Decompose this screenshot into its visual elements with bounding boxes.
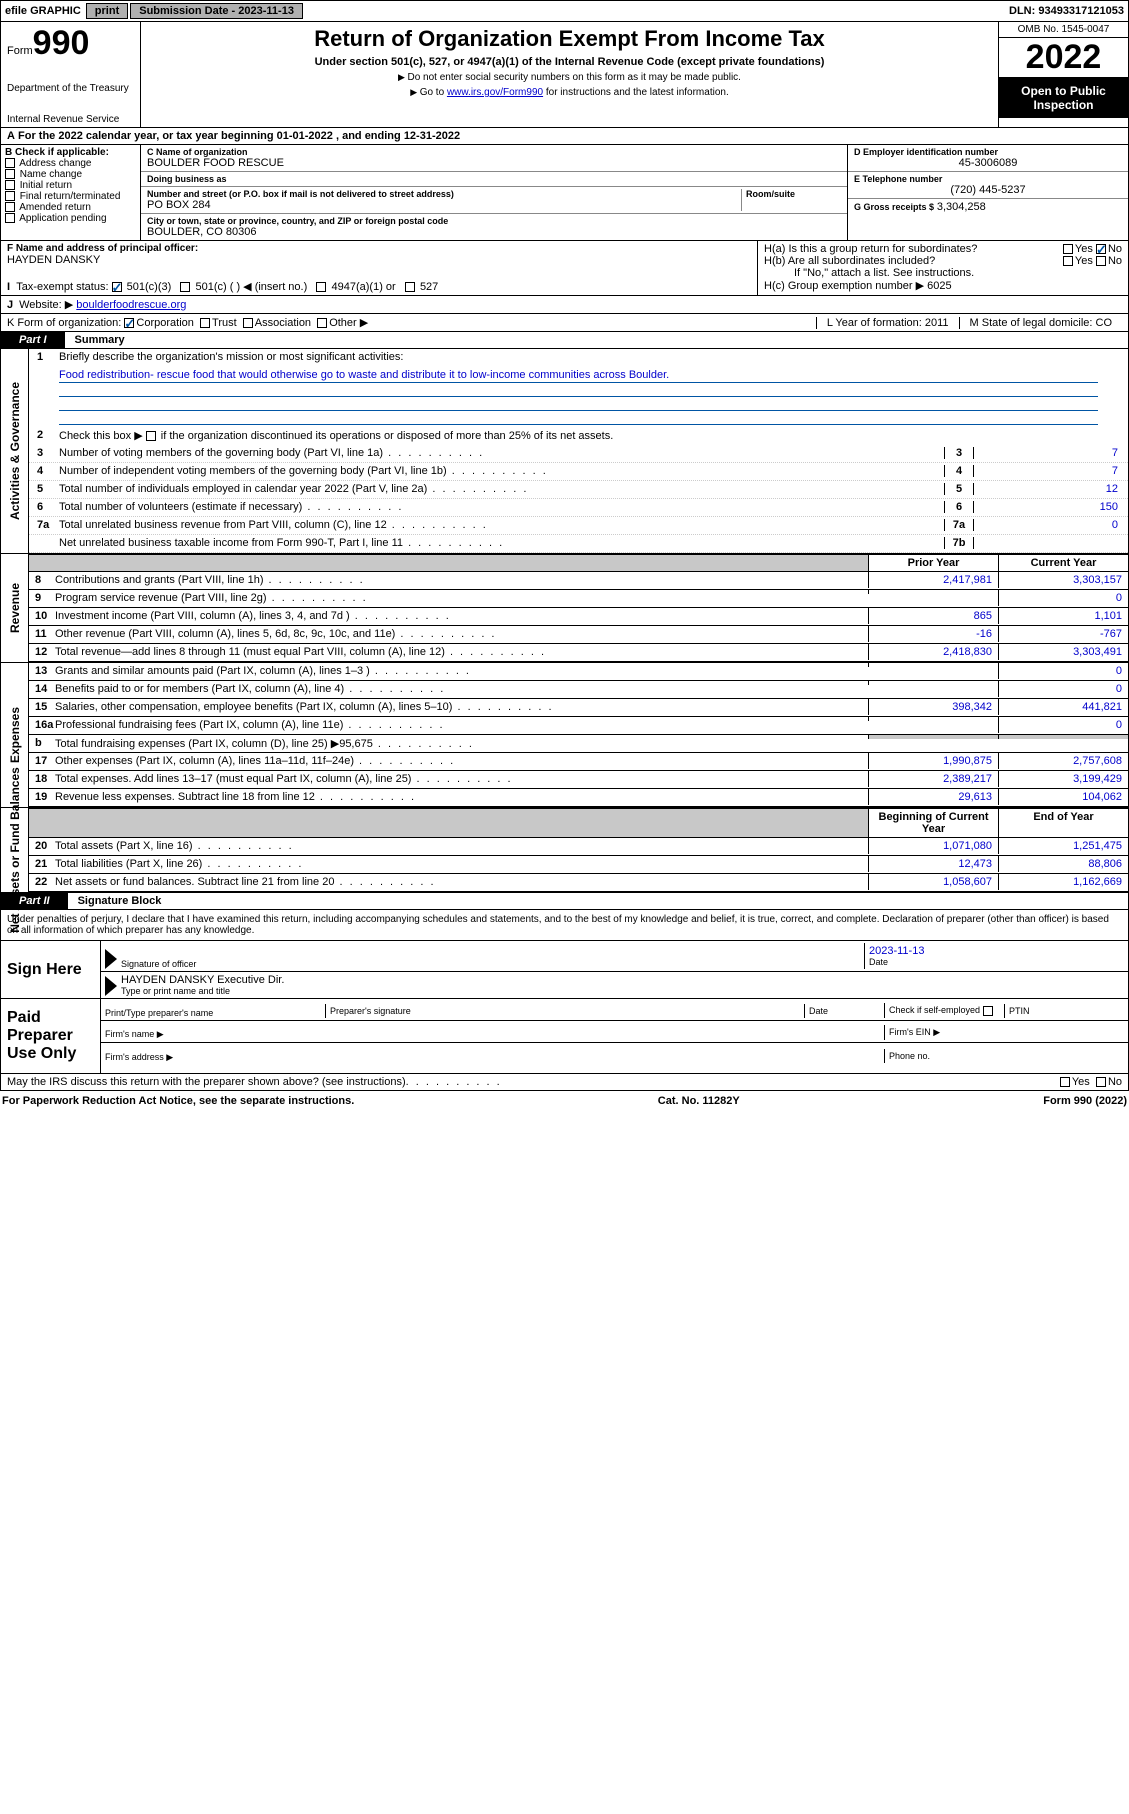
form-title: Return of Organization Exempt From Incom… xyxy=(151,26,988,52)
line-9: 9Program service revenue (Part VIII, lin… xyxy=(29,590,1128,608)
line-8: 8Contributions and grants (Part VIII, li… xyxy=(29,572,1128,590)
form-header: Form990 Department of the Treasury Inter… xyxy=(0,22,1129,128)
check-4947[interactable] xyxy=(316,282,326,292)
sig-declaration: Under penalties of perjury, I declare th… xyxy=(0,910,1129,941)
check-501c[interactable] xyxy=(180,282,190,292)
section-netassets: Net Assets or Fund Balances Beginning of… xyxy=(0,808,1129,893)
line-20: 20Total assets (Part X, line 16)1,071,08… xyxy=(29,838,1128,856)
dept-label: Department of the Treasury xyxy=(7,83,134,94)
check-assoc[interactable] xyxy=(243,318,253,328)
check-final-return-terminated: Final return/terminated xyxy=(5,191,136,202)
instruction-ssn: Do not enter social security numbers on … xyxy=(151,72,988,83)
part1-header: Part I Summary xyxy=(0,332,1129,349)
omb-number: OMB No. 1545-0047 xyxy=(999,22,1128,38)
form-subtitle: Under section 501(c), 527, or 4947(a)(1)… xyxy=(151,56,988,68)
may-discuss-row: May the IRS discuss this return with the… xyxy=(0,1074,1129,1091)
line-b: bTotal fundraising expenses (Part IX, co… xyxy=(29,735,1128,753)
group-exemption: 6025 xyxy=(927,280,951,292)
line-12: 12Total revenue—add lines 8 through 11 (… xyxy=(29,644,1128,662)
instruction-link: Go to www.irs.gov/Form990 for instructio… xyxy=(151,87,988,98)
row-a: A For the 2022 calendar year, or tax yea… xyxy=(0,128,1129,145)
street: PO BOX 284 xyxy=(147,199,741,211)
gov-line-5: 5Total number of individuals employed in… xyxy=(29,481,1128,499)
page-footer: For Paperwork Reduction Act Notice, see … xyxy=(0,1091,1129,1111)
org-name: BOULDER FOOD RESCUE xyxy=(147,157,841,169)
irs-label: Internal Revenue Service xyxy=(7,114,134,125)
gov-line-7b: Net unrelated business taxable income fr… xyxy=(29,535,1128,553)
ein: 45-3006089 xyxy=(854,157,1122,169)
section-revenue: Revenue Prior Year Current Year 8Contrib… xyxy=(0,554,1129,663)
efile-label: efile GRAPHIC xyxy=(1,5,85,17)
website-link[interactable]: boulderfoodrescue.org xyxy=(76,299,186,311)
gov-line-3: 3Number of voting members of the governi… xyxy=(29,445,1128,463)
check-discontinued[interactable] xyxy=(146,431,156,441)
line-17: 17Other expenses (Part IX, column (A), l… xyxy=(29,753,1128,771)
line-19: 19Revenue less expenses. Subtract line 1… xyxy=(29,789,1128,807)
sig-arrow-icon xyxy=(105,976,117,996)
check-trust[interactable] xyxy=(200,318,210,328)
line-14: 14Benefits paid to or for members (Part … xyxy=(29,681,1128,699)
city: BOULDER, CO 80306 xyxy=(147,226,841,238)
check-name-change: Name change xyxy=(5,169,136,180)
line-13: 13Grants and similar amounts paid (Part … xyxy=(29,663,1128,681)
paid-preparer-block: Paid Preparer Use Only Print/Type prepar… xyxy=(0,999,1129,1074)
gov-line-7a: 7aTotal unrelated business revenue from … xyxy=(29,517,1128,535)
mission-text: Food redistribution- rescue food that wo… xyxy=(59,369,1098,383)
line-18: 18Total expenses. Add lines 13–17 (must … xyxy=(29,771,1128,789)
sign-here-block: Sign Here Signature of officer 2023-11-1… xyxy=(0,941,1129,999)
row-j: J Website: ▶ boulderfoodrescue.org xyxy=(0,296,1129,314)
line-10: 10Investment income (Part VIII, column (… xyxy=(29,608,1128,626)
check-527[interactable] xyxy=(405,282,415,292)
print-button[interactable]: print xyxy=(86,3,128,19)
check-other[interactable] xyxy=(317,318,327,328)
principal-officer: HAYDEN DANSKY xyxy=(7,254,751,266)
check-address-change: Address change xyxy=(5,158,136,169)
col-b: B Check if applicable: Address change Na… xyxy=(1,145,141,240)
check-amended-return: Amended return xyxy=(5,202,136,213)
gross-receipts: 3,304,258 xyxy=(937,201,986,213)
gov-line-4: 4Number of independent voting members of… xyxy=(29,463,1128,481)
form-number: Form990 xyxy=(7,24,134,63)
irs-link[interactable]: www.irs.gov/Form990 xyxy=(447,87,543,98)
line-16a: 16aProfessional fundraising fees (Part I… xyxy=(29,717,1128,735)
row-klm: K Form of organization: Corporation Trus… xyxy=(0,314,1129,332)
check-corp[interactable] xyxy=(124,318,134,328)
check-application-pending: Application pending xyxy=(5,213,136,224)
open-public: Open to Public Inspection xyxy=(999,78,1128,118)
line-15: 15Salaries, other compensation, employee… xyxy=(29,699,1128,717)
line-22: 22Net assets or fund balances. Subtract … xyxy=(29,874,1128,892)
part2-header: Part II Signature Block xyxy=(0,893,1129,910)
sig-arrow-icon xyxy=(105,949,117,969)
submission-date-button[interactable]: Submission Date - 2023-11-13 xyxy=(130,3,303,19)
dln-label: DLN: 93493317121053 xyxy=(1005,5,1128,17)
tax-year: 2022 xyxy=(999,38,1128,78)
identity-block: B Check if applicable: Address change Na… xyxy=(0,145,1129,241)
gov-line-6: 6Total number of volunteers (estimate if… xyxy=(29,499,1128,517)
fh-block: F Name and address of principal officer:… xyxy=(0,241,1129,296)
check-501c3[interactable] xyxy=(112,282,122,292)
top-bar: efile GRAPHIC print Submission Date - 20… xyxy=(0,0,1129,22)
check-initial-return: Initial return xyxy=(5,180,136,191)
phone: (720) 445-5237 xyxy=(854,184,1122,196)
section-governance: Activities & Governance 1 Briefly descri… xyxy=(0,349,1129,554)
section-expenses: Expenses 13Grants and similar amounts pa… xyxy=(0,663,1129,808)
line-21: 21Total liabilities (Part X, line 26)12,… xyxy=(29,856,1128,874)
line-11: 11Other revenue (Part VIII, column (A), … xyxy=(29,626,1128,644)
